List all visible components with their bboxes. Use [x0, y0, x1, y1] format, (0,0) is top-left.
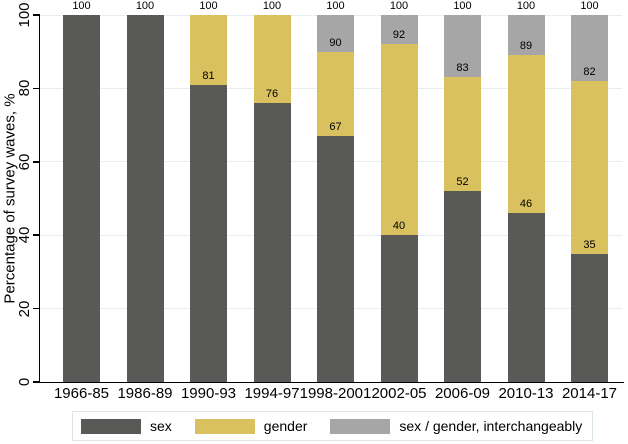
bar-label-sex-2006-09: 52 [456, 176, 469, 189]
bar-label-gender-2014-17: 82 [583, 66, 596, 79]
bar-segment-sex-1998-2001 [317, 136, 354, 382]
y-tick-mark-80 [33, 87, 39, 90]
y-tick-mark-20 [33, 307, 39, 310]
legend-swatch-2 [194, 418, 255, 434]
bar-label-gender-2010-13: 89 [519, 40, 533, 53]
bar-segment-gender-2010-13 [507, 55, 545, 214]
bar-2014-17 [571, 15, 608, 382]
y-tick-label-0: 0 [16, 377, 33, 387]
y-tick-mark-100 [33, 14, 39, 16]
bar-segment-gender-2014-17 [571, 81, 608, 254]
y-tick-mark-40 [33, 234, 39, 236]
x-category-label-1986-89: 1986-89 [117, 385, 173, 402]
legend-label-2: gender [263, 418, 308, 434]
bar-label-sex-2014-17: 35 [583, 238, 596, 251]
bar-label-sex-1998-2001: 67 [329, 121, 342, 134]
gridline-100 [40, 14, 622, 16]
bar-1986-89 [126, 15, 164, 382]
legend: sex gender sex / gender, interchangeably [72, 411, 593, 441]
bar-segment-sex-2002-05 [380, 15, 418, 45]
legend-label-1: sex [150, 418, 172, 434]
x-category-label-1990-93: 1990-93 [180, 385, 237, 402]
x-category-label-2014-17: 2014-17 [561, 385, 618, 402]
bar-2002-05 [380, 15, 418, 382]
bar-2010-13 [507, 15, 545, 382]
bar-label-total-1986-89: 100 [135, 0, 155, 12]
bar-segment-sex-2010-13 [507, 213, 545, 382]
bar-segment-sex-2006-09 [444, 15, 481, 78]
legend-item-3: sex / gender, interchangeably [330, 418, 582, 434]
bar-segment-sex-1994-97 [253, 103, 291, 382]
bar-label-total-2002-05: 100 [389, 0, 409, 12]
y-axis-line [38, 14, 40, 383]
legend-label-3: sex / gender, interchangeably [399, 418, 583, 434]
bar-segment-sex-2006-09 [444, 191, 481, 382]
bar-label-gender-2002-05: 92 [392, 29, 406, 42]
bar-segment-sex-2014-17 [571, 15, 608, 82]
bar-segment-gender-2006-09 [444, 77, 481, 192]
bar-segment-gender-1994-97 [253, 15, 291, 104]
y-tick-mark-0 [33, 381, 39, 383]
bar-label-sex-2010-13: 46 [519, 198, 533, 211]
bar-label-total-2014-17: 100 [580, 0, 599, 12]
bar-label-total-2006-09: 100 [453, 0, 472, 12]
plot-area: 100 100 100 81 100 76 100 67 90 100 40 92 100 52 83 100… [40, 0, 624, 382]
bar-label-total-1994-97: 100 [262, 0, 282, 12]
bar-2006-09 [444, 15, 481, 382]
bar-label-total-1966-85: 100 [72, 0, 91, 12]
x-category-label-2010-13: 2010-13 [498, 385, 554, 402]
bar-label-gender-2006-09: 83 [456, 62, 469, 75]
bar-1990-93 [190, 15, 227, 382]
bar-1966-85 [63, 15, 100, 382]
bar-segment-sex-1990-93 [190, 84, 227, 382]
legend-swatch-1 [81, 418, 141, 434]
x-category-label-2006-09: 2006-09 [434, 385, 491, 402]
bar-label-total-1998-2001: 100 [326, 0, 345, 12]
bar-label-sex-1994-97: 76 [265, 88, 279, 101]
x-category-label-1994-97: 1994-97 [244, 385, 300, 402]
y-tick-label-60: 60 [16, 153, 33, 171]
bar-label-gender-1998-2001: 90 [329, 36, 342, 49]
bar-label-sex-1990-93: 81 [202, 69, 215, 82]
x-category-label-2002-05: 2002-05 [371, 385, 427, 402]
x-category-label-1966-85: 1966-85 [53, 385, 110, 402]
bar-label-total-1990-93: 100 [199, 0, 218, 12]
bar-label-total-2010-13: 100 [516, 0, 536, 12]
y-tick-label-40: 40 [16, 226, 33, 244]
bar-segment-sex-2002-05 [380, 235, 418, 382]
bar-segment-sex-1986-89 [126, 15, 164, 382]
x-axis-line [38, 381, 624, 383]
bar-1998-2001 [317, 15, 354, 382]
bar-1994-97 [253, 15, 291, 382]
bar-segment-sex-2014-17 [571, 253, 608, 382]
bar-segment-gender-2002-05 [380, 44, 418, 236]
y-tick-label-80: 80 [16, 80, 33, 97]
bar-segment-sex-2010-13 [507, 15, 545, 56]
legend-item-2: gender [194, 418, 308, 434]
bar-segment-sex-1998-2001 [317, 15, 354, 52]
bar-segment-sex-1966-85 [63, 15, 100, 382]
y-tick-mark-60 [33, 161, 39, 163]
bar-segment-gender-1998-2001 [317, 51, 354, 137]
bar-label-sex-2002-05: 40 [392, 220, 406, 233]
y-tick-label-20: 20 [16, 300, 33, 317]
bar-segment-gender-1990-93 [190, 15, 227, 85]
legend-swatch-3 [330, 418, 391, 434]
y-tick-label-100: 100 [16, 2, 33, 28]
x-category-label-1998-2001: 1998-2001 [299, 385, 372, 402]
legend-item-1: sex [81, 418, 172, 434]
